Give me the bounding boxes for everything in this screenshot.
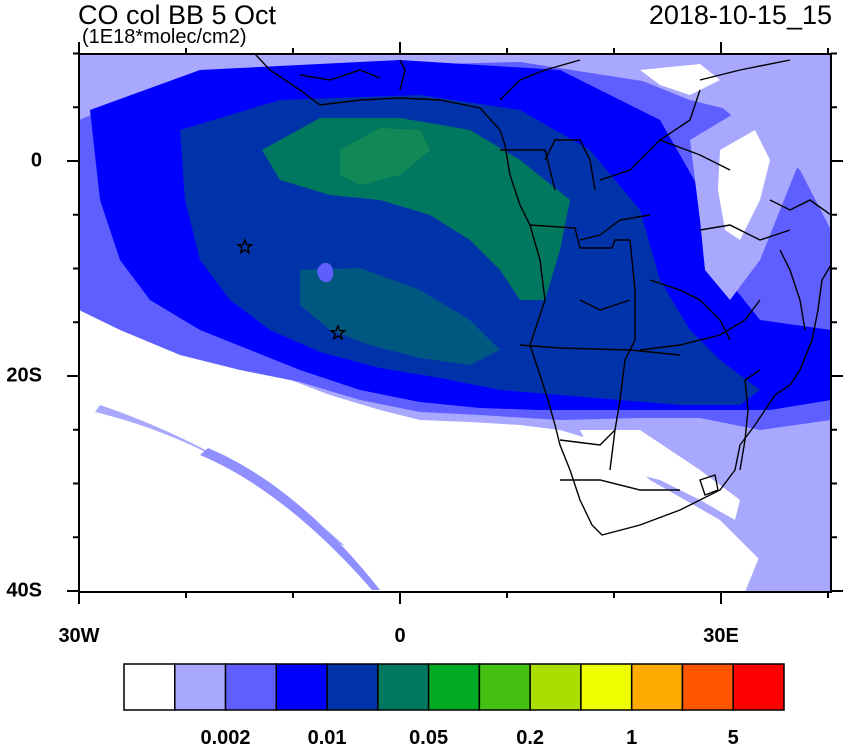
coastlines — [254, 54, 831, 536]
colorbar-label: 1 — [626, 727, 638, 749]
y-tick-label: 20S — [6, 364, 42, 387]
x-tick-label: 0 — [394, 625, 406, 647]
y-tick-label: 0 — [30, 149, 42, 172]
units-label: (1E18*molec/cm2) — [82, 26, 247, 48]
colorbar-label: 5 — [727, 727, 739, 749]
colorbar-swatch — [427, 663, 481, 711]
colorbar-label: 0.05 — [409, 727, 449, 749]
colorbar-label: 0.01 — [307, 727, 347, 749]
colorbar-swatch — [377, 663, 430, 711]
axis-ticks — [67, 42, 843, 604]
co-concentration-field — [79, 54, 831, 592]
colorbar-swatch — [174, 663, 227, 711]
colorbar-label: 0.2 — [516, 727, 545, 749]
marker-layer — [236, 237, 347, 341]
timestamp: 2018-10-15_15 — [648, 0, 832, 30]
colorbar-swatch — [529, 663, 582, 711]
colorbar-swatch — [123, 663, 176, 711]
colorbar-swatch — [580, 663, 633, 711]
colorbar-swatch — [681, 663, 734, 711]
colorbar-swatch — [326, 663, 379, 711]
colorbar — [123, 663, 785, 711]
map-title: CO col BB 5 Oct — [78, 0, 277, 30]
colorbar-swatch — [732, 663, 785, 711]
colorbar-swatch — [630, 663, 684, 711]
y-tick-label: 40S — [6, 579, 42, 602]
star-marker — [329, 323, 347, 341]
colorbar-swatch — [275, 663, 328, 711]
colorbar-swatch — [478, 663, 531, 711]
colorbar-swatch — [224, 663, 278, 711]
x-tick-label: 30W — [58, 625, 100, 647]
colorbar-label: 0.002 — [200, 727, 251, 749]
star-marker — [236, 237, 254, 255]
x-tick-label: 30E — [703, 625, 739, 647]
